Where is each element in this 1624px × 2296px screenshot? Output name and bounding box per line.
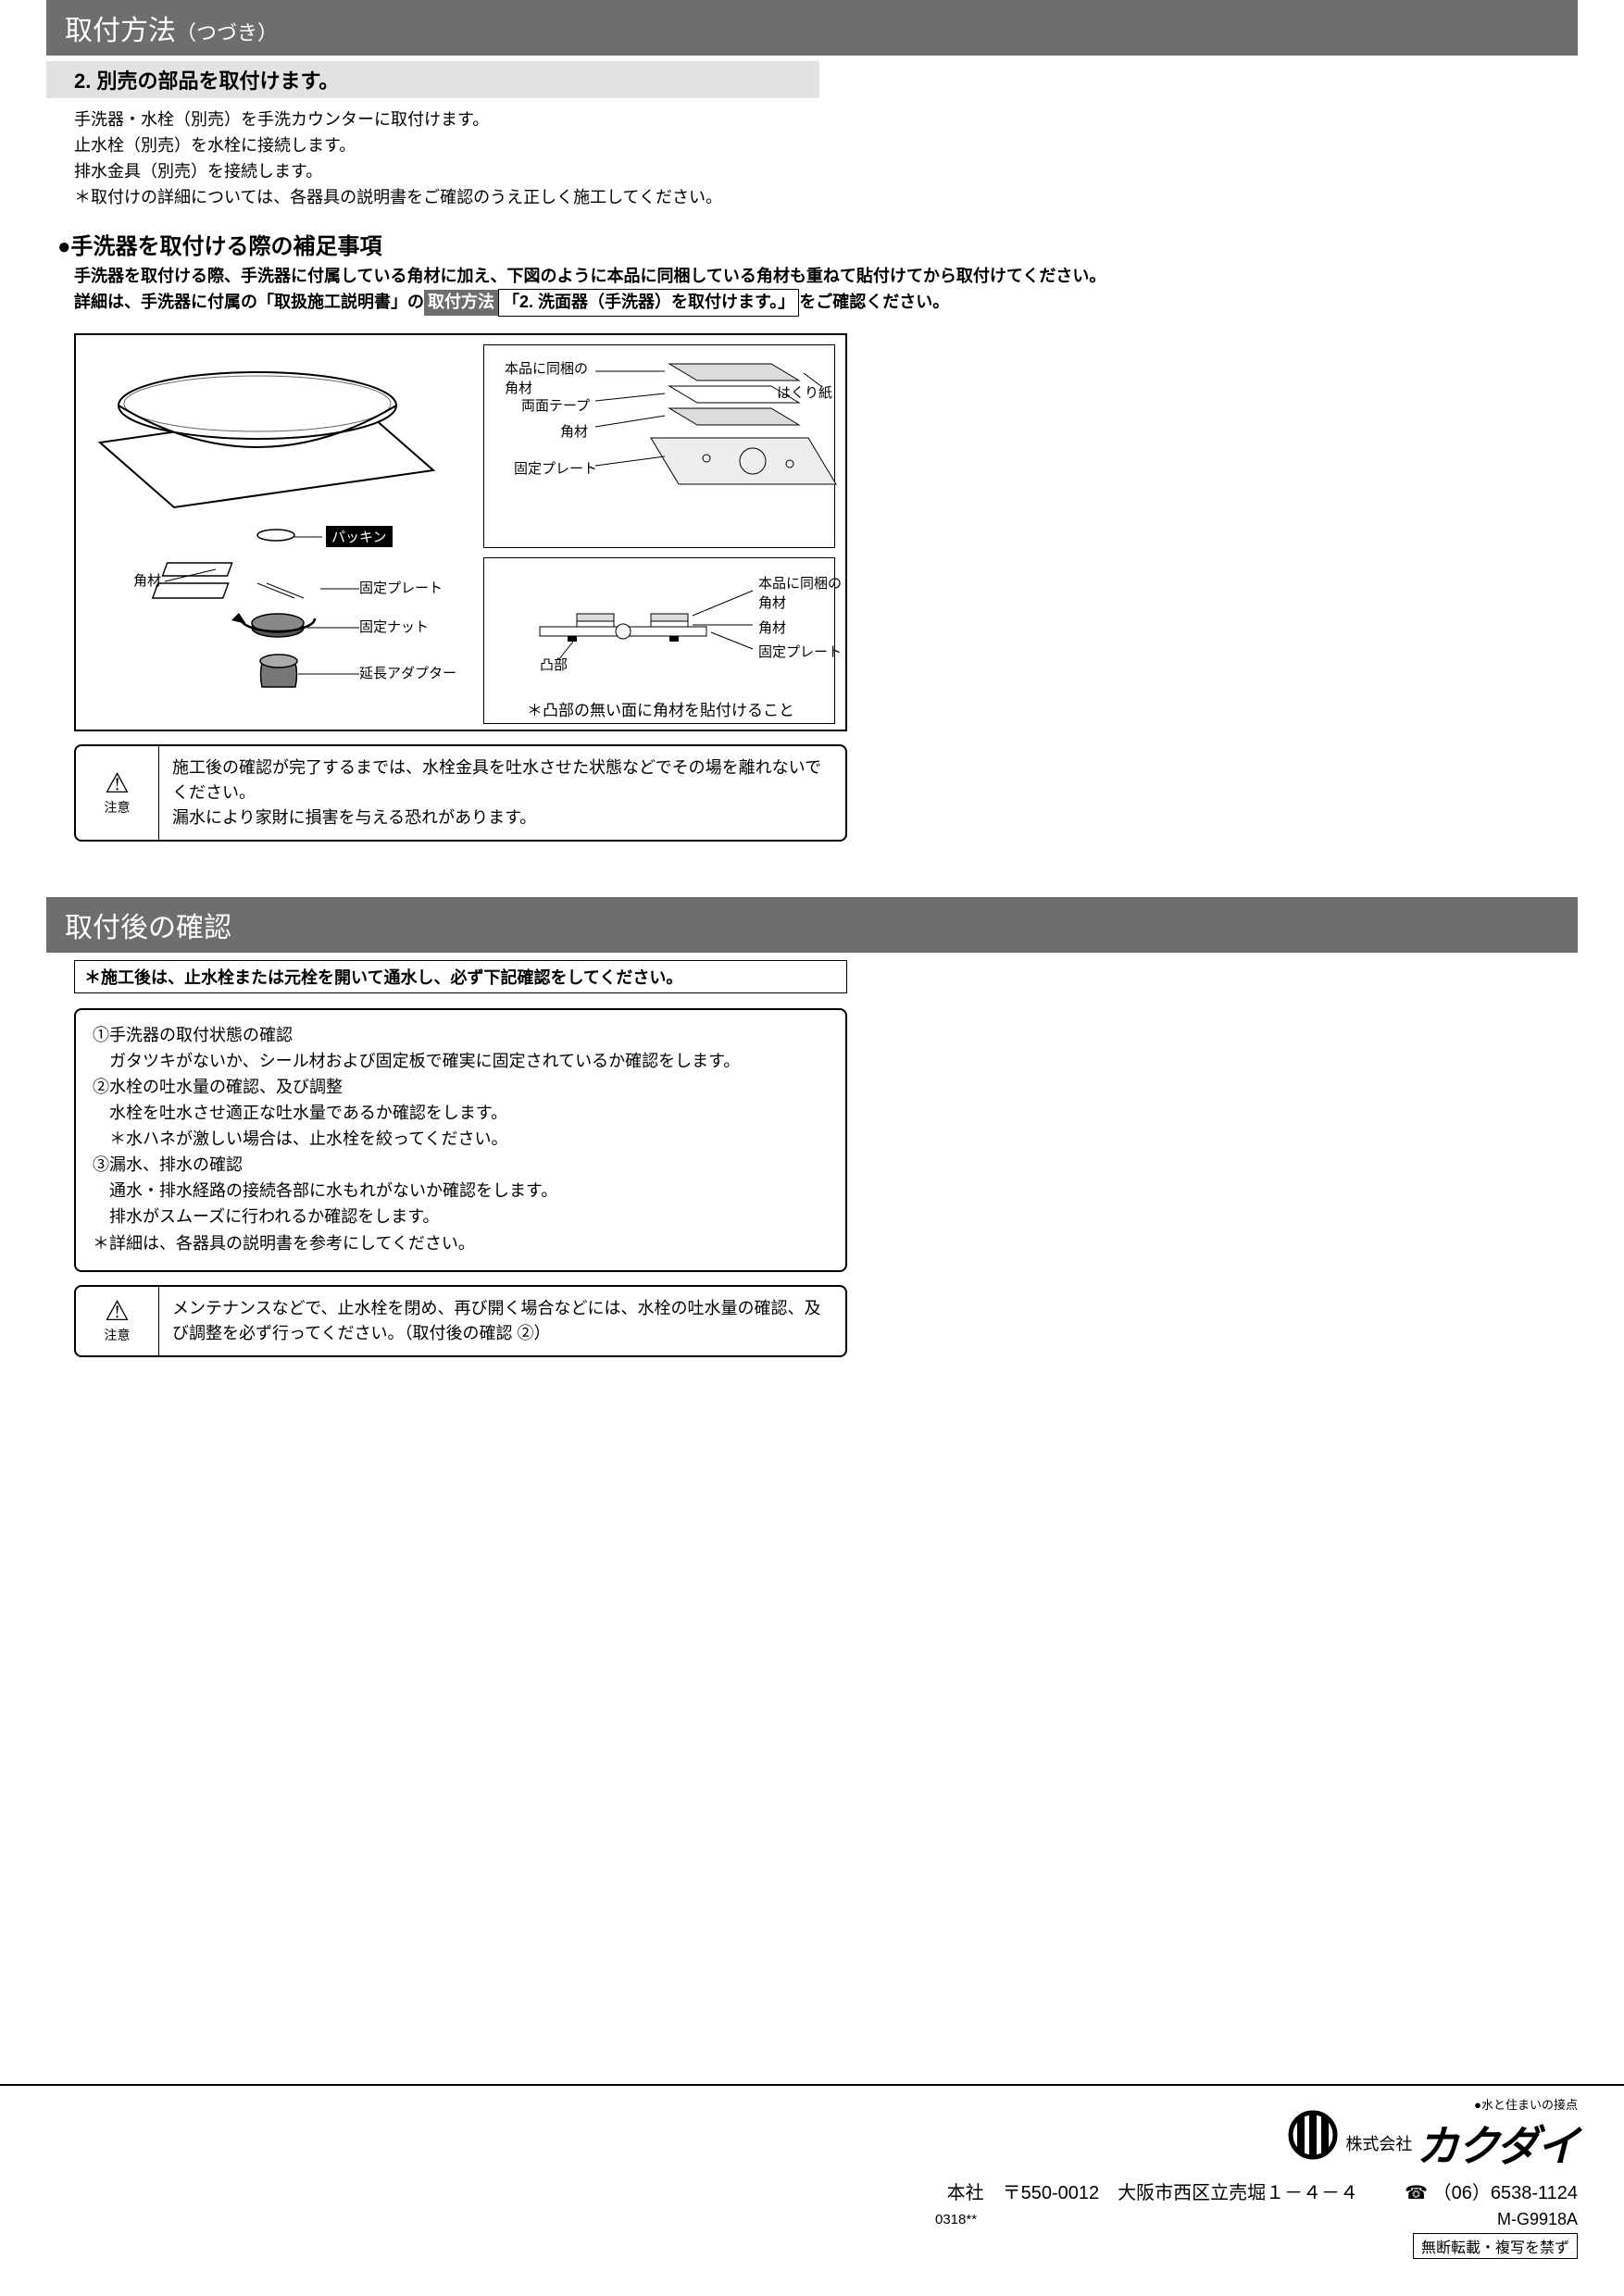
footer-copyright: 無断転載・複写を禁ず [1413,2233,1578,2259]
caution-box-2: ⚠ 注意 メンテナンスなどで、止水栓を閉め、再び開く場合などには、水栓の吐水量の… [74,1285,847,1357]
check-item: ③漏水、排水の確認 通水・排水経路の接続各部に水もれがないか確認をします。 排水… [93,1153,829,1230]
check-h: ①手洗器の取付状態の確認 [93,1023,829,1049]
warning-icon: ⚠ [105,770,130,798]
label-kakuzai: 角材 [133,570,161,590]
caution-icon-cell: ⚠ 注意 [76,1287,159,1355]
label-adapter: 延長アダプター [359,663,456,682]
footer-tel: ☎ （06）6538-1124 [1405,2177,1578,2204]
label-bot-plate: 固定プレート [758,642,842,661]
label-bot-convex: 凸部 [540,655,568,674]
logo-icon [1280,2107,1345,2163]
label-top-plate: 固定プレート [514,458,597,478]
step2-heading: 2. 別売の部品を取付けます。 [46,61,819,98]
step2-line: 排水金具（別売）を接続します。 [74,159,1578,185]
postcheck-list: ①手洗器の取付状態の確認 ガタツキがないか、シール材および固定板で確実に固定され… [74,1008,847,1272]
caution-label: 注意 [105,798,131,817]
postcheck-instruction: ＊施工後は、止水栓または元栓を開いて通水し、必ず下記確認をしてください。 [74,960,847,993]
supplement-heading: ●手洗器を取付ける際の補足事項 [46,228,1578,260]
check-b: ガタツキがないか、シール材および固定板で確実に固定されているか確認をします。 [93,1049,829,1075]
label-bot-included: 本品に同梱の 角材 [758,573,842,612]
header-postcheck: 取付後の確認 [46,897,1578,953]
supp-b2-box: 「2. 洗面器（手洗器）を取付けます。」 [498,289,799,317]
label-bot-kakuzai: 角材 [758,618,786,637]
header1-title: 取付方法 [65,16,176,46]
footer-code-right: M-G9918A [1497,2210,1578,2229]
check-h: ③漏水、排水の確認 [93,1153,829,1179]
header1-suffix: （つづき） [176,21,278,44]
caution1-line1: 施工後の確認が完了するまでは、水栓金具を吐水させた状態などでその場を離れないでく… [172,755,832,805]
supp-b2-pre: 詳細は、手洗器に付属の「取扱施工説明書」の [74,293,424,311]
label-packing: パッキン [326,526,393,547]
step2-body: 手洗器・水栓（別売）を手洗カウンターに取付けます。 止水栓（別売）を水栓に接続し… [46,98,1578,228]
label-top-tape: 両面テープ [521,395,590,415]
caution1-line2: 漏水により家財に損害を与える恐れがあります。 [172,805,832,830]
supplement-body: 手洗器を取付ける際、手洗器に付属している角材に加え、下図のように本品に同梱してい… [46,260,1578,334]
step2-line: ＊取付けの詳細については、各器具の説明書をご確認のうえ正しく施工してください。 [74,185,1578,211]
supp-b2-inv: 取付方法 [424,290,498,316]
check-item: ②水栓の吐水量の確認、及び調整 水栓を吐水させ適正な吐水量であるか確認をします。… [93,1075,829,1153]
company-logo: ●水と住まいの接点 株式会社 カクダイ [1280,2095,1578,2174]
check-n: ＊水ハネが激しい場合は、止水栓を絞ってください。 [93,1127,829,1153]
caution-box-1: ⚠ 注意 施工後の確認が完了するまでは、水栓金具を吐水させた状態などでその場を離… [74,744,847,842]
inner-diagram-top: 本品に同梱の 角材 両面テープ 角材 固定プレート はくり紙 [483,344,835,548]
footer-hq: 本社 〒550-0012 大阪市西区立売堀１－４－４ [947,2177,1359,2204]
check-h: ②水栓の吐水量の確認、及び調整 [93,1075,829,1101]
company-name: カクダイ [1417,2122,1578,2170]
supplement-body2: 詳細は、手洗器に付属の「取扱施工説明書」の取付方法「2. 洗面器（手洗器）を取付… [74,289,1578,317]
label-plate-left: 固定プレート [359,578,443,597]
company-prefix: 株式会社 [1345,2135,1412,2153]
page-footer: ●水と住まいの接点 株式会社 カクダイ 本社 〒550-0012 大阪市西区立売… [0,2084,1624,2259]
postcheck-footnote: ＊詳細は、各器具の説明書を参考にしてください。 [93,1231,829,1257]
check-item: ①手洗器の取付状態の確認 ガタツキがないか、シール材および固定板で確実に固定され… [93,1023,829,1075]
caution2-text: メンテナンスなどで、止水栓を閉め、再び開く場合などには、水栓の吐水量の確認、及び… [159,1287,845,1355]
step2-line: 止水栓（別売）を水栓に接続します。 [74,133,1578,159]
label-top-included: 本品に同梱の 角材 [505,358,588,397]
warning-icon: ⚠ [105,1298,130,1326]
step2-line: 手洗器・水栓（別売）を手洗カウンターに取付けます。 [74,107,1578,133]
label-top-kakuzai: 角材 [560,421,588,441]
supp-b2-post: をご確認ください。 [799,293,949,311]
caution1-text: 施工後の確認が完了するまでは、水栓金具を吐水させた状態などでその場を離れないでく… [159,746,845,840]
diagram-container: パッキン 角材 固定プレート 固定ナット 延長アダプター [74,333,847,731]
label-nut: 固定ナット [359,617,429,636]
caution-icon-cell: ⚠ 注意 [76,746,159,840]
diagram-note: ＊凸部の無い面に角材を貼付けること [527,697,794,720]
header-installation: 取付方法（つづき） [46,0,1578,56]
check-b: 通水・排水経路の接続各部に水もれがないか確認をします。 排水がスムーズに行われる… [93,1179,829,1230]
footer-code-left: 0318** [935,2212,977,2227]
label-top-paper: はくり紙 [777,382,832,402]
inner-diagram-bottom: 本品に同梱の 角材 角材 固定プレート 凸部 ＊凸部の無い面に角材を貼付けること [483,557,835,724]
check-b: 水栓を吐水させ適正な吐水量であるか確認をします。 [93,1101,829,1127]
supplement-body1: 手洗器を取付ける際、手洗器に付属している角材に加え、下図のように本品に同梱してい… [74,264,1578,290]
footer-tel-num: （06）6538-1124 [1433,2183,1578,2203]
footer-tagline: ●水と住まいの接点 [1345,2095,1578,2113]
caution-label: 注意 [105,1326,131,1344]
